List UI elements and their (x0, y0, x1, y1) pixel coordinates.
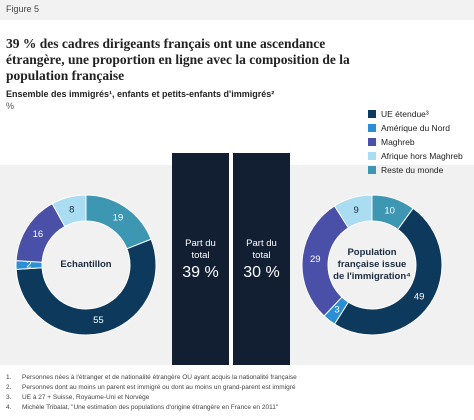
share-box (233, 153, 290, 365)
footnote-number: 1. (6, 374, 12, 381)
footnote-number: 4. (6, 404, 12, 411)
legend-label: Reste du monde (381, 165, 444, 175)
legend-label: UE étendue³ (381, 109, 429, 119)
footnote-text: Personnes dont au moins un parent est im… (22, 384, 296, 391)
footnote-text: UE à 27 + Suisse, Royaume-Uni et Norvège (22, 394, 150, 401)
share-value: 39 % (182, 264, 219, 281)
center-label: Population française issue de l'immigrat… (333, 247, 411, 282)
title: 39 % des cadres dirigeants français ont … (6, 36, 350, 83)
share-label: Part du total (246, 238, 277, 261)
data-label: 3 (334, 305, 339, 316)
share-box (172, 153, 229, 365)
legend-label: Afrique hors Maghreb (381, 151, 463, 161)
data-label: 16 (33, 229, 44, 240)
figure-label: Figure 5 (6, 4, 40, 14)
data-label: 9 (353, 205, 358, 216)
legend-label: Maghreb (381, 137, 415, 147)
legend-swatch (368, 110, 376, 118)
data-label: 29 (310, 254, 321, 265)
data-label: 55 (93, 315, 104, 326)
legend-swatch (368, 152, 376, 160)
header-band (0, 0, 474, 20)
donut-segment (333, 194, 373, 229)
data-label: 2 (26, 260, 31, 271)
share-label: Part du total (185, 238, 216, 261)
data-label: 19 (113, 212, 124, 223)
footnote-text: Michèle Tribalat, "Une estimation des po… (22, 404, 279, 411)
share-value: 30 % (243, 264, 280, 281)
donut-segment (15, 238, 157, 336)
footnote-text: Personnes nées à l'étranger et de nation… (22, 374, 297, 381)
center-label: Echantillon (60, 259, 112, 270)
footnote-number: 2. (6, 384, 12, 391)
donut-segment (333, 207, 443, 336)
legend-swatch (368, 138, 376, 146)
unit: % (6, 101, 15, 111)
subtitle: Ensemble des immigrés¹, enfants et petit… (6, 89, 275, 99)
data-label: 10 (384, 205, 395, 216)
legend-swatch (368, 124, 376, 132)
data-label: 49 (414, 292, 425, 303)
footnote-number: 3. (6, 394, 12, 401)
legend-label: Amérique du Nord (381, 123, 450, 133)
data-label: 8 (69, 204, 74, 215)
legend-swatch (368, 166, 376, 174)
donut-segment (51, 194, 87, 228)
